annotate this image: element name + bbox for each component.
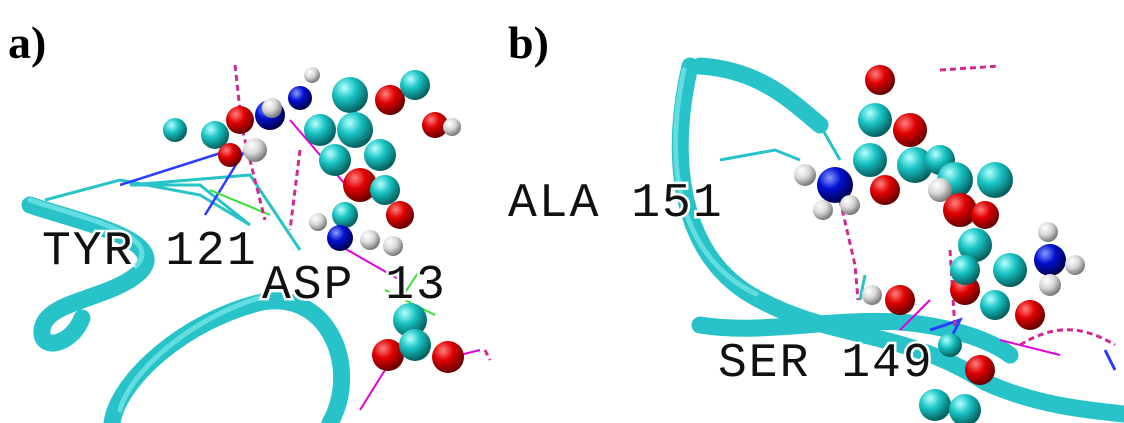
- atom: [262, 98, 282, 118]
- atom: [332, 202, 358, 228]
- atom: [399, 329, 431, 361]
- atom: [893, 113, 927, 147]
- panel-label: b): [508, 17, 549, 68]
- atom: [288, 86, 312, 110]
- atom: [383, 236, 403, 256]
- figure: a) b) TYR 121 ASP 13 ALA 151 SER 149: [0, 0, 1124, 423]
- atom: [332, 77, 368, 113]
- atom: [919, 389, 951, 421]
- atom: [304, 114, 336, 146]
- atom: [840, 195, 860, 215]
- atom: [304, 67, 320, 83]
- atom: [400, 70, 430, 100]
- panel-label: a): [8, 17, 46, 68]
- atom: [163, 118, 187, 142]
- residue-label: ASP 13: [262, 259, 447, 313]
- residue-label: SER 149: [718, 337, 934, 391]
- atom: [858, 103, 892, 137]
- atom: [1038, 222, 1058, 242]
- atom: [375, 85, 405, 115]
- atom: [870, 175, 900, 205]
- atom: [794, 164, 816, 186]
- atom: [862, 285, 882, 305]
- atom: [865, 65, 895, 95]
- atom: [950, 255, 980, 285]
- atom: [360, 230, 380, 250]
- atom: [364, 139, 396, 171]
- atom: [1039, 274, 1061, 296]
- atom: [1065, 255, 1085, 275]
- atom: [319, 144, 351, 176]
- atom: [1015, 300, 1045, 330]
- atom: [370, 175, 400, 205]
- atom: [337, 112, 373, 148]
- residue-label: TYR 121: [42, 225, 258, 279]
- atom: [243, 138, 267, 162]
- atom: [309, 213, 327, 231]
- atom: [853, 143, 887, 177]
- atom: [965, 355, 995, 385]
- backbone-tube: [112, 301, 342, 423]
- atom: [443, 118, 461, 136]
- backbone-tube: [700, 66, 820, 125]
- atom: [949, 394, 981, 423]
- atom: [977, 162, 1013, 198]
- atom: [386, 201, 414, 229]
- atom: [980, 290, 1010, 320]
- atom: [218, 143, 242, 167]
- atom: [885, 285, 915, 315]
- atom: [432, 341, 464, 373]
- atom: [813, 200, 833, 220]
- atom: [943, 193, 977, 227]
- atom: [1034, 244, 1066, 276]
- atom: [993, 253, 1027, 287]
- residue-label: ALA 151: [508, 177, 724, 231]
- page: a) b) TYR 121 ASP 13 ALA 151 SER 149 (()…: [0, 0, 1124, 423]
- atom: [971, 201, 999, 229]
- atom: [327, 225, 353, 251]
- atom: [226, 106, 254, 134]
- atom: [938, 333, 962, 357]
